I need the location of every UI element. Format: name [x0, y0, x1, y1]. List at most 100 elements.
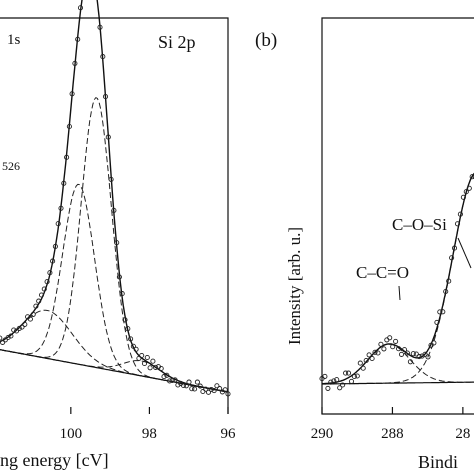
fit-envelope	[321, 172, 474, 385]
data-point	[116, 274, 122, 280]
data-point	[72, 60, 78, 66]
panel-a-curves	[0, 0, 229, 393]
panel-b-annotation-cco: C–C=O	[356, 263, 409, 282]
panel-a-annotation-526: 526	[2, 159, 20, 173]
data-point	[337, 385, 343, 391]
panel-b-xlabel: Bindi	[418, 452, 458, 472]
data-point	[102, 94, 109, 100]
panel-b-label: (b)	[255, 30, 277, 51]
data-point	[16, 325, 22, 331]
fit-envelope	[0, 0, 229, 393]
data-point	[167, 378, 173, 384]
data-point	[125, 326, 131, 332]
fit-component-1	[321, 343, 474, 385]
data-point	[205, 389, 212, 395]
data-point	[401, 347, 408, 353]
data-point	[27, 316, 33, 322]
data-point	[122, 317, 128, 323]
data-point	[322, 373, 328, 379]
data-point	[5, 334, 11, 341]
baseline	[322, 381, 474, 385]
data-point	[119, 291, 125, 297]
data-point	[44, 279, 50, 285]
data-point	[440, 309, 446, 315]
data-point	[130, 343, 136, 349]
data-point	[194, 379, 200, 385]
x-tick-label: 28	[455, 426, 470, 442]
data-point	[30, 311, 36, 317]
data-point	[328, 379, 334, 385]
panel-b: 290 288 28 (b) Intensity [arb. u.] C–C=O C…	[255, 17, 474, 472]
data-point	[431, 340, 437, 346]
panel-b-ylabel: Intensity [arb. u.]	[285, 227, 304, 345]
data-point	[33, 303, 39, 309]
data-point	[128, 336, 134, 342]
data-point	[75, 36, 81, 42]
data-point	[186, 379, 192, 385]
data-point	[454, 221, 461, 227]
data-point	[360, 365, 366, 371]
data-point	[169, 377, 175, 383]
data-point	[203, 386, 209, 392]
panel-a-frame	[0, 17, 229, 414]
x-tick-label: 100	[60, 426, 83, 442]
data-point	[61, 180, 67, 186]
data-point	[108, 176, 114, 182]
data-point	[141, 360, 148, 367]
data-point	[38, 292, 45, 298]
data-point	[434, 319, 440, 325]
data-point	[472, 174, 474, 180]
data-point	[111, 207, 117, 213]
data-point	[183, 383, 189, 389]
data-point	[398, 351, 405, 357]
data-point	[366, 352, 372, 358]
data-point	[410, 351, 416, 357]
data-point	[363, 357, 369, 364]
data-point	[396, 346, 402, 352]
panel-b-frame	[321, 17, 474, 415]
data-point	[55, 221, 61, 227]
data-point	[150, 358, 156, 364]
data-point	[381, 346, 387, 352]
data-point	[66, 123, 72, 130]
data-point	[105, 134, 111, 140]
data-point	[325, 385, 331, 391]
data-point	[77, 5, 84, 11]
data-point	[147, 365, 153, 371]
data-point	[139, 352, 145, 359]
data-point	[158, 365, 164, 372]
x-tick-label: 288	[381, 426, 404, 442]
data-point	[0, 339, 6, 345]
data-point	[387, 335, 393, 341]
data-point	[0, 335, 3, 341]
fit-component-3	[0, 309, 229, 393]
data-point	[164, 372, 170, 378]
data-point	[331, 378, 337, 384]
data-point	[22, 321, 28, 327]
data-point	[416, 354, 422, 360]
panel-a-points	[0, 5, 231, 397]
data-point	[172, 377, 178, 383]
panel-b-curves	[321, 172, 474, 385]
data-point	[334, 377, 340, 383]
fit-component-4	[0, 349, 229, 393]
data-point	[114, 240, 120, 246]
data-point	[136, 355, 142, 361]
data-point	[19, 324, 25, 330]
data-point	[460, 194, 466, 200]
data-point	[47, 270, 53, 276]
data-point	[369, 355, 375, 362]
panel-a-annotation-1s: 1s	[7, 32, 21, 48]
data-point	[351, 373, 357, 380]
data-point	[225, 391, 231, 397]
data-point	[378, 341, 384, 347]
data-point	[64, 154, 70, 160]
data-point	[446, 278, 452, 284]
data-point	[404, 350, 410, 356]
data-point	[13, 328, 20, 334]
data-point	[192, 386, 198, 392]
data-point	[422, 351, 428, 357]
data-point	[354, 373, 360, 379]
data-point	[217, 386, 223, 392]
data-point	[214, 383, 220, 389]
